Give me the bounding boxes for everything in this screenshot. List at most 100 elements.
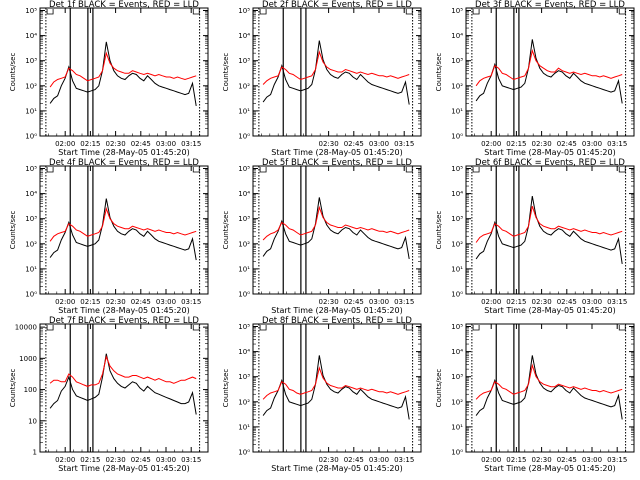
- x-tick-label: 02:15: [506, 456, 526, 464]
- x-tick-label: 03:15: [607, 140, 627, 148]
- panel-9: 10⁰ 10¹ 10² 10³ 10⁴ 10⁵ 02:00 02:15 02:30 02:45 03…: [435, 323, 635, 473]
- x-tick-label: 03:15: [181, 298, 201, 306]
- y-tick-label: 10⁵: [238, 323, 250, 331]
- series-line-black: [475, 196, 623, 264]
- bracket-mark: [472, 9, 480, 15]
- y-tick-label: 10⁴: [238, 348, 250, 356]
- x-tick-label: 02:30: [319, 456, 339, 464]
- bracket-mark: [192, 325, 200, 331]
- plot-frame: [39, 7, 209, 137]
- y-tick-label: 10⁴: [451, 32, 463, 40]
- y-axis-label: Counts/sec: [435, 211, 443, 250]
- series-line-red: [475, 206, 623, 243]
- y-tick-label: 10⁴: [25, 32, 37, 40]
- x-tick-label: 02:00: [55, 140, 75, 148]
- y-axis-label: Counts/sec: [9, 211, 17, 250]
- x-tick-label: 03:15: [607, 456, 627, 464]
- x-tick-label: 03:15: [394, 456, 414, 464]
- x-tick-label: 02:45: [557, 140, 577, 148]
- y-tick-label: 10²: [451, 398, 463, 406]
- y-axis-label: Counts/sec: [435, 53, 443, 92]
- panel-title: Det 5f BLACK = Events, RED = LLD: [262, 158, 412, 168]
- x-tick-label: 02:30: [106, 456, 126, 464]
- x-tick-label: 03:00: [156, 140, 176, 148]
- series-line-black: [262, 355, 410, 420]
- bracket-mark: [618, 9, 626, 15]
- series-line-red: [475, 48, 623, 87]
- panel-4: Det 4f BLACK = Events, RED = LLD 10⁰ 10¹ 10…: [9, 158, 209, 315]
- y-tick-label: 100: [24, 386, 37, 394]
- panel-1: Det 1f BLACK = Events, RED = LLD 10⁰ 10¹ 10…: [9, 0, 209, 157]
- y-tick-label: 10⁰: [451, 449, 463, 457]
- y-tick-label: 10⁵: [451, 323, 463, 331]
- y-tick-label: 10²: [238, 398, 250, 406]
- x-tick-label: 02:45: [557, 298, 577, 306]
- y-tick-label: 10¹: [451, 265, 463, 273]
- series-line-black: [475, 355, 623, 420]
- x-tick-label: 02:00: [481, 456, 501, 464]
- y-tick-label: 10⁰: [25, 291, 37, 299]
- x-axis-label: Start Time (28-May-05 01:45:20): [58, 306, 189, 315]
- bracket-mark: [46, 9, 54, 15]
- bracket-mark: [192, 167, 200, 173]
- y-tick-label: 10²: [451, 82, 463, 90]
- x-axis-label: Start Time (28-May-05 01:45:20): [484, 464, 615, 473]
- series-line-black: [262, 40, 410, 105]
- bracket-mark: [259, 9, 267, 15]
- x-tick-label: 03:00: [156, 298, 176, 306]
- bracket-mark: [618, 325, 626, 331]
- panel-title: Det 4f BLACK = Events, RED = LLD: [49, 158, 199, 168]
- panel-6: Det 6f BLACK = Events, RED = LLD 10⁰ 10¹ 10…: [435, 158, 635, 315]
- x-tick-label: 02:15: [80, 456, 100, 464]
- series-line-black: [262, 197, 410, 259]
- y-tick-label: 10¹: [25, 265, 37, 273]
- y-axis-label: Counts/sec: [222, 369, 230, 408]
- x-axis-label: Start Time (28-May-05 01:45:20): [58, 148, 189, 157]
- y-tick-label: 10²: [451, 240, 463, 248]
- plot-frame: [465, 323, 635, 453]
- series-line-red: [475, 363, 623, 400]
- series-line-black: [49, 198, 197, 261]
- y-tick-label: 10²: [25, 240, 37, 248]
- y-tick-label: 10¹: [25, 107, 37, 115]
- x-tick-label: 02:00: [481, 140, 501, 148]
- y-tick-label: 10²: [238, 240, 250, 248]
- x-tick-label: 02:15: [80, 140, 100, 148]
- panel-title: Det 2f BLACK = Events, RED = LLD: [262, 0, 412, 10]
- y-axis-label: Counts/sec: [222, 53, 230, 92]
- y-tick-label: 10⁴: [451, 190, 463, 198]
- y-tick-label: 1: [33, 449, 37, 457]
- y-tick-label: 10³: [25, 57, 37, 65]
- y-tick-label: 10³: [451, 57, 463, 65]
- y-tick-label: 10⁵: [238, 165, 250, 173]
- series-line-red: [262, 50, 410, 85]
- y-tick-label: 10¹: [238, 423, 250, 431]
- y-tick-label: 10¹: [451, 423, 463, 431]
- x-tick-label: 03:00: [156, 456, 176, 464]
- x-tick-label: 02:15: [80, 298, 100, 306]
- x-tick-label: 02:45: [131, 298, 151, 306]
- bracket-mark: [192, 9, 200, 15]
- y-axis-label: Counts/sec: [9, 369, 17, 408]
- y-axis-label: Counts/sec: [222, 211, 230, 250]
- x-tick-label: 02:30: [532, 456, 552, 464]
- y-tick-label: 10⁰: [238, 449, 250, 457]
- x-tick-label: 03:00: [582, 140, 602, 148]
- x-tick-label: 02:30: [532, 298, 552, 306]
- y-tick-label: 10⁵: [25, 7, 37, 15]
- y-tick-label: 10¹: [451, 107, 463, 115]
- x-tick-label: 02:15: [506, 140, 526, 148]
- series-line-red: [49, 206, 197, 242]
- x-tick-label: 03:00: [582, 456, 602, 464]
- y-tick-label: 10³: [451, 215, 463, 223]
- bracket-mark: [472, 167, 480, 173]
- panel-title: Det 8f BLACK = Events, RED = LLD: [262, 316, 412, 326]
- y-tick-label: 10²: [238, 82, 250, 90]
- panel-3: Det 3f BLACK = Events, RED = LLD 10⁰ 10¹ 10…: [435, 0, 635, 157]
- x-axis-label: Start Time (28-May-05 01:45:20): [484, 306, 615, 315]
- x-tick-label: 02:45: [344, 298, 364, 306]
- y-tick-label: 10⁵: [451, 165, 463, 173]
- x-tick-label: 03:00: [369, 140, 389, 148]
- series-line-black: [49, 41, 197, 106]
- panel-2: Det 2f BLACK = Events, RED = LLD 10⁰ 10¹ 10…: [222, 0, 422, 157]
